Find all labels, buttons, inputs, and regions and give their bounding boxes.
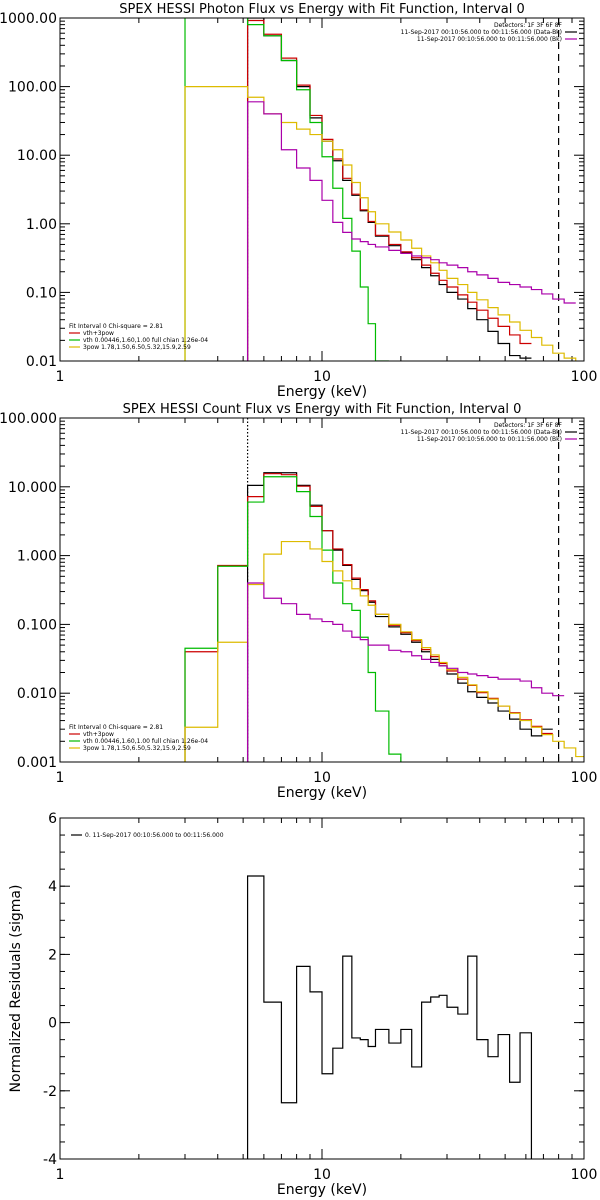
x-tick-label: 1 — [56, 369, 65, 385]
series-4 — [184, 540, 584, 762]
y-tick-label: 6 — [48, 811, 57, 827]
series-3-line — [184, 18, 389, 361]
x-minor-ticks — [138, 818, 573, 1159]
legend-label: 3pow 1.78,1.50,6.50,5.32,15.9,2.59 — [83, 344, 191, 351]
series-3 — [184, 18, 389, 361]
x-tick-label: 100 — [571, 1167, 598, 1183]
y-minor-ticks — [60, 420, 584, 742]
x-axis-label: Energy (keV) — [277, 1182, 367, 1198]
y-axis-label: Normalized Residuals (sigma) — [8, 885, 24, 1093]
y-tick-label: 100.000 — [0, 411, 57, 427]
y-tick-label: 0 — [48, 1016, 57, 1032]
chart-2: 1 10 100 0.001 0.010 0.100 1.000 10.000 100.000 S… — [0, 402, 597, 801]
legend-label: vth+3pow — [83, 330, 114, 337]
y-tick-label: 4 — [48, 879, 57, 895]
series-group — [246, 875, 533, 1159]
info-line-3: 11-Sep-2017 00:10:56.000 to 00:11:56.000… — [417, 436, 562, 443]
y-tick-label: 100.00 — [8, 80, 57, 96]
legend-label: vth 0.00446,1.60,1.00 full chian 1.26e-0… — [83, 738, 208, 745]
y-tick-label: 10.000 — [8, 480, 57, 496]
y-minor-ticks — [60, 20, 584, 341]
info-line-2: 11-Sep-2017 00:10:56.000 to 00:11:56.000… — [401, 429, 562, 436]
y-tick-label: 0.010 — [17, 686, 57, 702]
info-line-2: 11-Sep-2017 00:10:56.000 to 00:11:56.000… — [401, 29, 562, 36]
x-tick-label: 10 — [313, 369, 331, 385]
series-4 — [184, 86, 577, 361]
x-axis-label: Energy (keV) — [277, 384, 367, 400]
y-tick-label: 1.00 — [26, 217, 57, 233]
legend: Fit Interval 0 Chi-square = 2.81vth+3pow… — [69, 724, 208, 752]
series-4-line — [184, 86, 577, 361]
legend-label: 0. 11-Sep-2017 00:10:56.000 to 00:11:56.… — [85, 832, 224, 839]
y-tick-label: 2 — [48, 947, 57, 963]
chart-title: SPEX HESSI Count Flux vs Energy with Fit… — [123, 402, 522, 417]
series-5 — [246, 101, 576, 361]
y-tick-label: 0.01 — [26, 354, 57, 370]
legend: Fit Interval 0 Chi-square = 2.81vth+3pow… — [69, 323, 208, 351]
series-1 — [246, 875, 533, 1159]
x-tick-label: 100 — [571, 369, 598, 385]
y-tick-label: 0.100 — [17, 617, 57, 633]
chart-3: 1 10 100 -4 -2 0 2 4 6 Energy (keV) Normalized Res… — [8, 811, 597, 1198]
chart-1: 1 10 100 0.01 0.10 1.00 10.00 100.00 1000.00 SPEX… — [0, 2, 598, 400]
x-tick-label: 1 — [56, 1167, 65, 1183]
y-tick-label: 10.00 — [17, 148, 57, 164]
info-line-1: Detectors: 1F 3F 6F 8F — [494, 422, 563, 429]
y-tick-label: 1.000 — [17, 549, 57, 565]
legend-title: Fit Interval 0 Chi-square = 2.81 — [69, 724, 163, 731]
y-tick-label: 1000.00 — [0, 11, 57, 27]
series-5-line — [246, 101, 576, 361]
series-5-line — [246, 582, 565, 762]
y-tick-label: -2 — [43, 1084, 57, 1100]
series-4-line — [184, 540, 584, 762]
legend-label: vth+3pow — [83, 731, 114, 738]
info-line-1: Detectors: 1F 3F 6F 8F — [494, 22, 563, 29]
series-group — [184, 472, 584, 762]
series-group — [184, 18, 577, 361]
legend: 0. 11-Sep-2017 00:10:56.000 to 00:11:56.… — [71, 832, 224, 839]
legend-label: 3pow 1.78,1.50,6.50,5.32,15.9,2.59 — [83, 745, 191, 752]
y-tick-label: -4 — [43, 1152, 57, 1168]
series-1-line — [246, 875, 533, 1159]
info-line-3: 11-Sep-2017 00:10:56.000 to 00:11:56.000… — [417, 36, 562, 43]
chart-title: SPEX HESSI Photon Flux vs Energy with Fi… — [119, 2, 525, 17]
x-tick-label: 10 — [313, 770, 331, 786]
y-tick-label: 0.10 — [26, 285, 57, 301]
x-tick-label: 1 — [56, 770, 65, 786]
x-axis-label: Energy (keV) — [277, 785, 367, 801]
x-tick-label: 10 — [313, 1167, 331, 1183]
legend-title: Fit Interval 0 Chi-square = 2.81 — [69, 323, 163, 330]
series-5 — [246, 582, 565, 762]
legend-label: vth 0.00446,1.60,1.00 full chian 1.26e-0… — [83, 337, 208, 344]
y-tick-label: 0.001 — [17, 755, 57, 771]
x-tick-label: 100 — [571, 770, 598, 786]
